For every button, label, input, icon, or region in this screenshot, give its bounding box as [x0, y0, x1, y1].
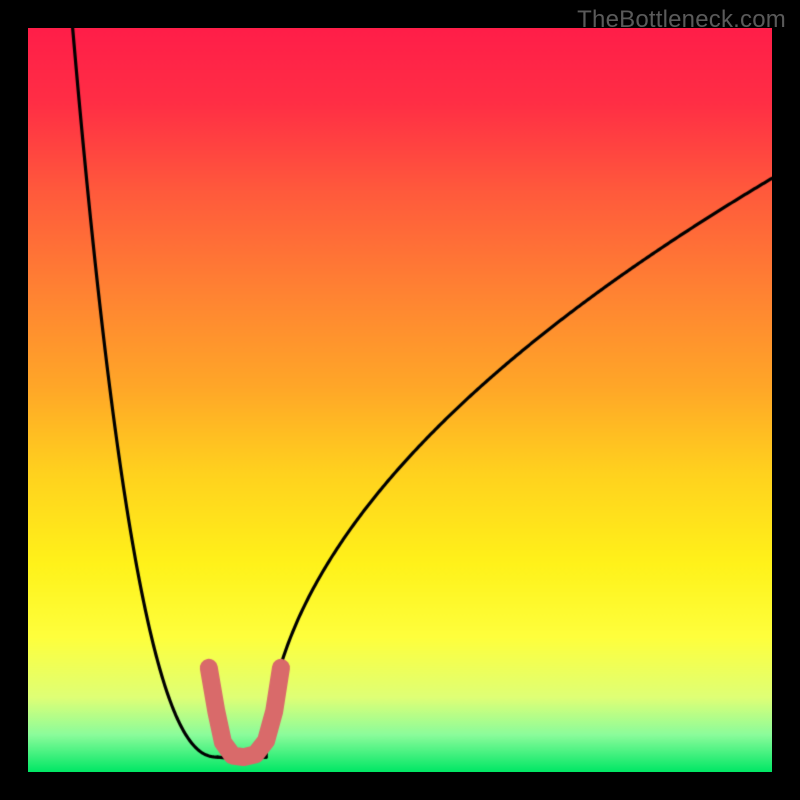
- watermark-text: TheBottleneck.com: [577, 6, 786, 34]
- bottleneck-curve-chart: [28, 28, 772, 772]
- stage: TheBottleneck.com: [0, 0, 800, 800]
